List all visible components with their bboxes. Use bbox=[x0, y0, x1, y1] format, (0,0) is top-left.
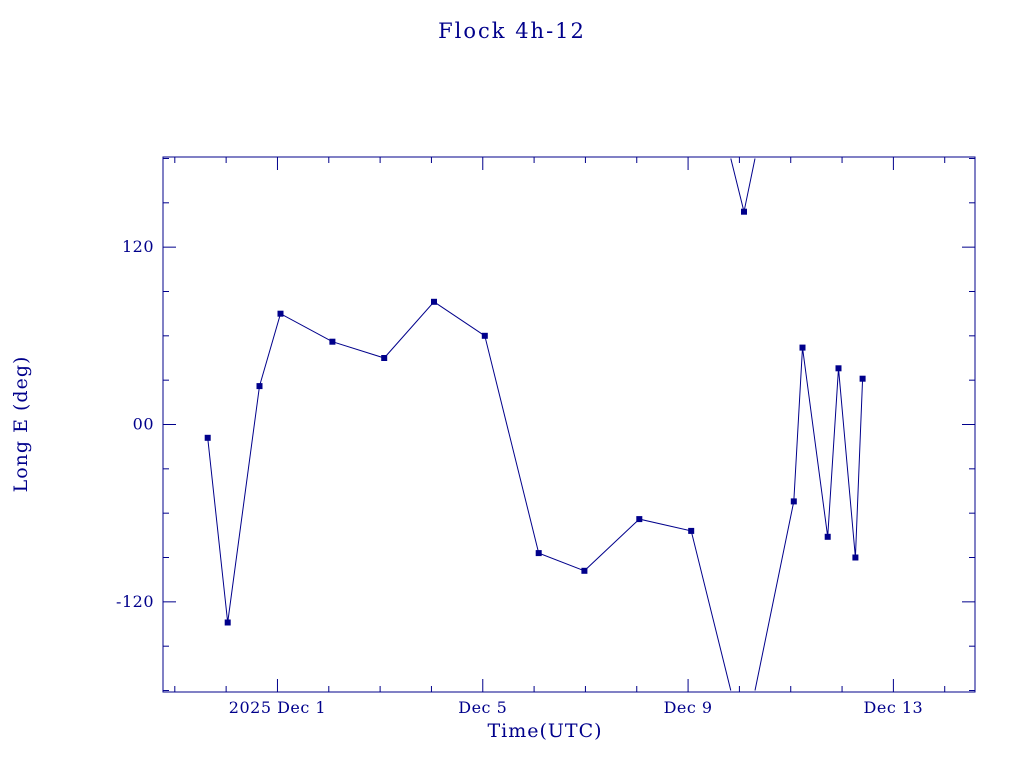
data-point-marker bbox=[824, 533, 831, 540]
data-line bbox=[207, 301, 732, 691]
x-tick-label: Dec 5 bbox=[458, 698, 507, 717]
data-point-marker bbox=[224, 619, 231, 626]
y-tick-label: 00 bbox=[133, 415, 154, 434]
y-tick-label: 120 bbox=[122, 237, 154, 256]
data-point-marker bbox=[535, 550, 542, 557]
data-point-marker bbox=[799, 344, 806, 351]
data-point-marker bbox=[256, 383, 263, 390]
data-point-marker bbox=[859, 375, 866, 382]
x-tick-label: 2025 Dec 1 bbox=[229, 698, 326, 717]
x-tick-label: Dec 13 bbox=[864, 698, 924, 717]
plot-frame bbox=[162, 156, 976, 693]
y-tick-label: -120 bbox=[116, 592, 154, 611]
x-axis-label: Time(UTC) bbox=[487, 720, 603, 742]
chart-title: Flock 4h-12 bbox=[438, 19, 586, 43]
data-point-marker bbox=[329, 338, 336, 345]
data-point-marker bbox=[381, 355, 388, 361]
x-tick-label: Dec 9 bbox=[664, 698, 713, 717]
data-point-marker bbox=[835, 365, 842, 372]
data-point-marker bbox=[431, 298, 437, 305]
data-line bbox=[754, 347, 864, 691]
data-point-marker bbox=[277, 310, 284, 317]
data-point-marker bbox=[688, 527, 695, 534]
data-point-marker bbox=[204, 434, 211, 441]
data-point-marker bbox=[852, 554, 859, 561]
data-point-marker bbox=[481, 332, 488, 339]
data-point-marker bbox=[741, 208, 747, 215]
data-point-marker bbox=[790, 498, 797, 505]
data-point-marker bbox=[581, 567, 588, 574]
data-point-marker bbox=[636, 516, 643, 523]
data-line bbox=[730, 158, 756, 212]
